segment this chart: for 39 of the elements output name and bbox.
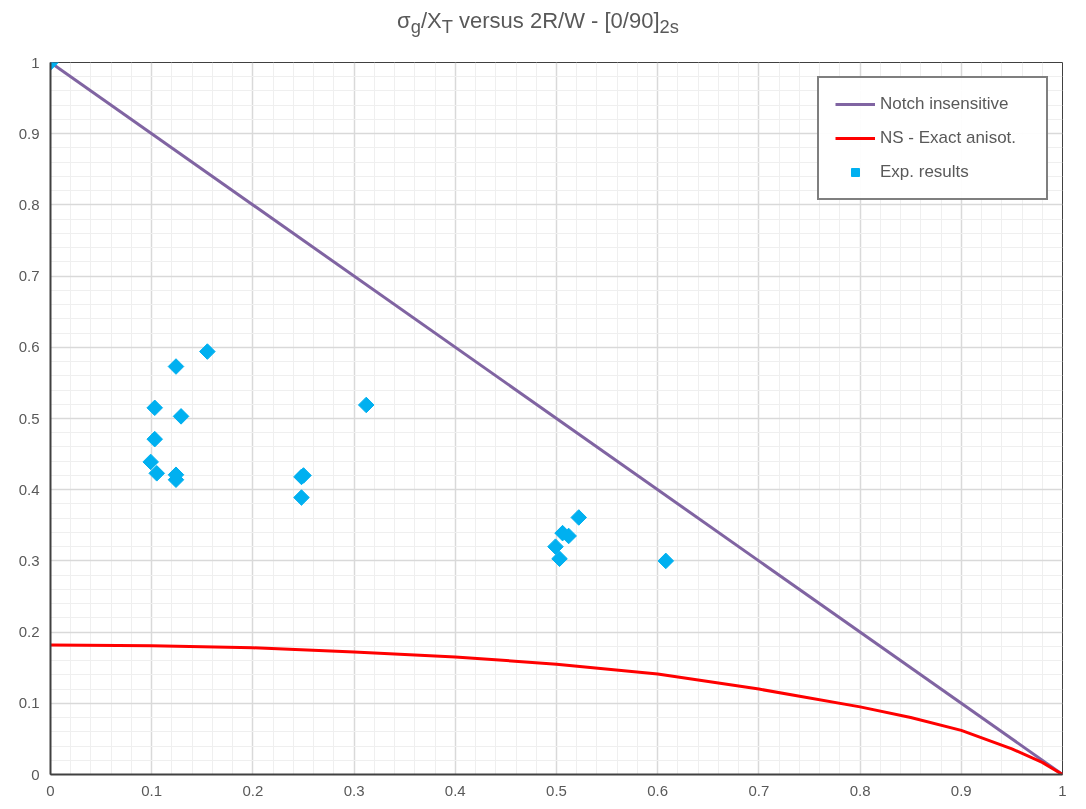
y-tick-label: 0.7 <box>18 267 40 285</box>
point <box>146 399 164 417</box>
point <box>167 358 185 375</box>
point <box>547 538 564 555</box>
y-tick-label: 0.3 <box>18 551 40 569</box>
x-tick-label: 1 <box>1058 781 1067 799</box>
x-tick-label: 0.4 <box>444 781 466 799</box>
point <box>357 396 375 414</box>
x-tick-label: 0.5 <box>546 781 567 799</box>
x-tick-label: 0.2 <box>242 781 264 799</box>
x-tick-label: 0.9 <box>950 781 972 799</box>
x-tick-label: 0.8 <box>849 781 871 799</box>
point <box>146 430 164 448</box>
x-tick-label: 0.1 <box>141 781 163 799</box>
y-tick-label: 1 <box>31 53 40 71</box>
y-tick-label: 0.2 <box>18 623 40 641</box>
y-tick-label: 0.8 <box>18 195 40 213</box>
y-tick-label: 0.6 <box>18 338 40 356</box>
y-tick-label: 0.1 <box>18 694 40 712</box>
x-tick-label: 0.3 <box>343 781 365 799</box>
point <box>551 550 568 568</box>
y-tick-label: 0.9 <box>18 124 40 142</box>
point <box>148 465 166 482</box>
x-tick-label: 0.7 <box>748 781 770 799</box>
y-tick-label: 0.4 <box>18 480 40 498</box>
point <box>293 489 310 506</box>
point <box>570 509 588 526</box>
x-tick-label: 0.6 <box>647 781 669 799</box>
point <box>199 343 216 360</box>
y-tick-label: 0 <box>31 765 40 783</box>
point <box>142 453 159 471</box>
x-tick-label: 0 <box>46 781 55 799</box>
y-tick-label: 0.5 <box>18 409 40 427</box>
chart-title: σ$_{g}$/X$_{T}$ versus 2R/W - [0/90]$_{2s}$ <box>396 7 680 40</box>
point <box>172 408 190 425</box>
point <box>657 552 675 570</box>
legend-label: Notch insensitive <box>880 94 1010 114</box>
legend-label: Exp. results <box>880 162 970 182</box>
legend-label: NS - Exact anisot. <box>880 128 1018 148</box>
